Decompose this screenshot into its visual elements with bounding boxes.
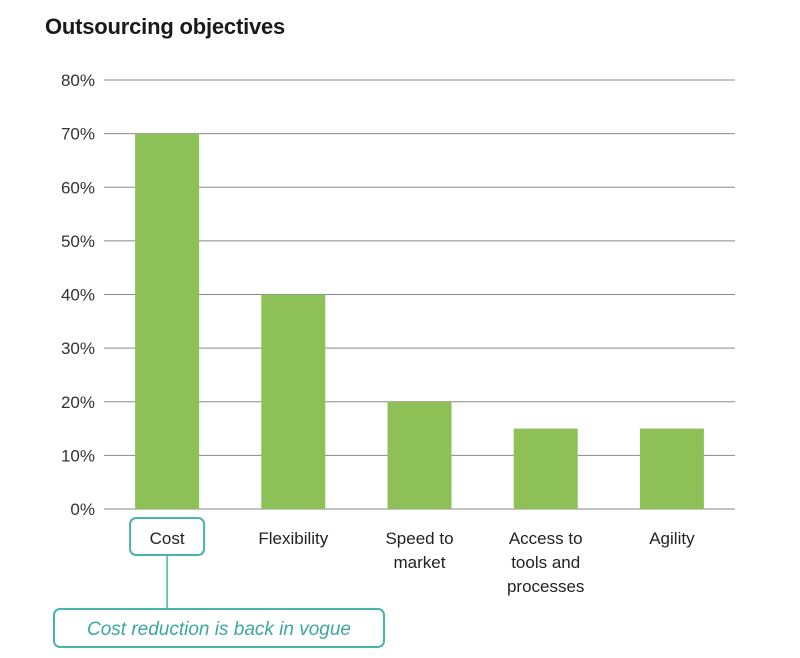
chart-title: Outsourcing objectives (45, 14, 286, 39)
x-tick-label-flexibility: Flexibility (258, 529, 328, 548)
y-tick-label-10: 10% (61, 446, 95, 465)
y-tick-label-60: 60% (61, 178, 95, 197)
bar-cost (135, 133, 200, 509)
y-tick-label-50: 50% (61, 232, 95, 251)
y-tick-label-80: 80% (61, 71, 95, 90)
y-tick-label-70: 70% (61, 125, 95, 144)
bar-flexibility (261, 294, 326, 509)
y-tick-label-30: 30% (61, 339, 95, 358)
bar-access-to-tools-and-processes (513, 428, 578, 509)
y-tick-label-20: 20% (61, 393, 95, 412)
x-tick-label-speed-to-market: Speed to market (385, 529, 453, 572)
callout-text: Cost reduction is back in vogue (87, 619, 351, 640)
y-tick-label-40: 40% (61, 286, 95, 305)
bar-speed-to-market (387, 401, 452, 509)
x-tick-label-agility: Agility (649, 529, 695, 548)
callout-box (53, 608, 385, 648)
bar-agility (639, 428, 704, 509)
x-tick-label-access-to-tools-and-processes: Access to tools and processes (507, 529, 584, 596)
x-tick-label-cost: Cost (150, 529, 185, 548)
y-tick-label-0: 0% (70, 500, 95, 519)
